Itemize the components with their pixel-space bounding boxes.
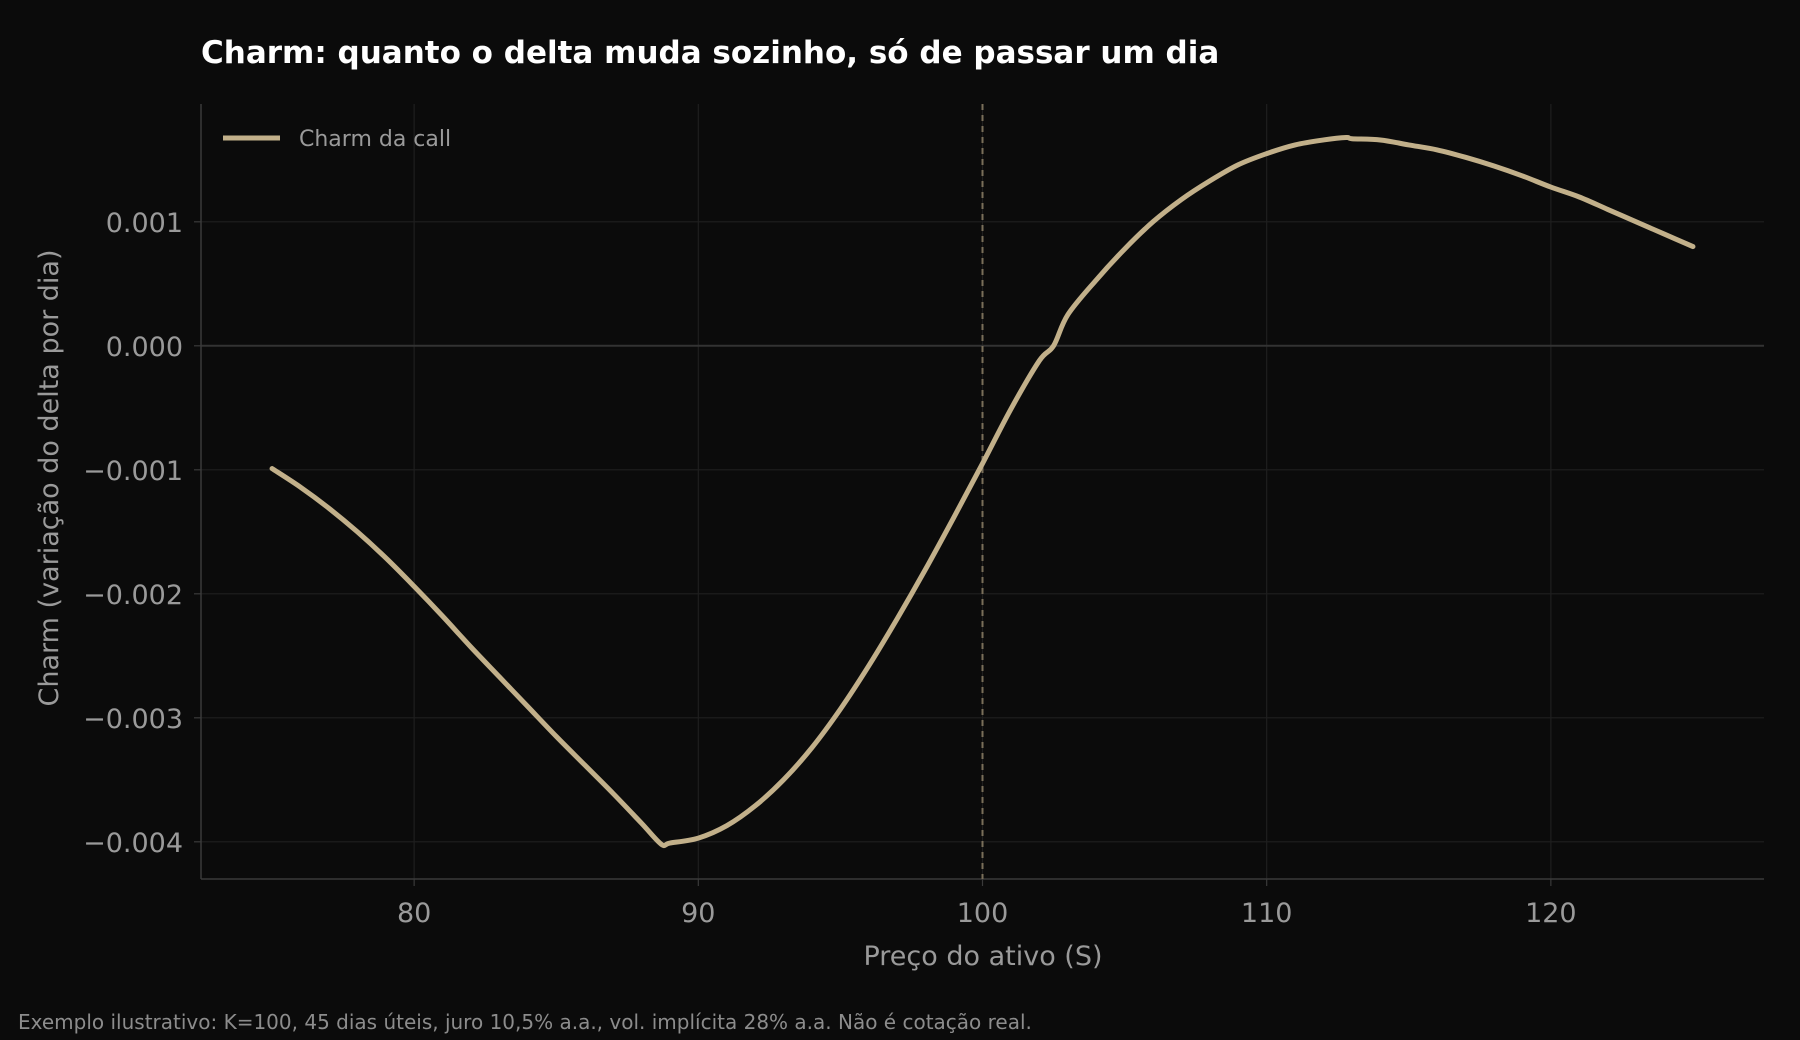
- legend: Charm da call: [223, 127, 451, 152]
- tick-label-layer: 80 90 100 110 120 0.001 0.000 −0.001 −0.002 −0.00…: [83, 208, 1577, 929]
- chart-title: Charm: quanto o delta muda sozinho, só d…: [201, 35, 1219, 71]
- y-tick-label-5: −0.004: [83, 828, 183, 859]
- series-line-charm-da-call: [269, 134, 1696, 849]
- x-tick-label-100: 100: [957, 898, 1009, 929]
- y-tick-label-4: −0.003: [83, 704, 183, 735]
- y-axis-label: Charm (variação do delta por dia): [34, 250, 65, 707]
- x-tick-label-110: 110: [1241, 898, 1293, 929]
- legend-label-charm-da-call: Charm da call: [299, 127, 451, 152]
- y-tick-label-1: 0.000: [106, 332, 183, 363]
- y-tick-label-2: −0.001: [83, 456, 183, 487]
- footnote: Exemplo ilustrativo: K=100, 45 dias útei…: [18, 1010, 1032, 1034]
- x-tick-label-120: 120: [1525, 898, 1577, 929]
- x-tick-label-90: 90: [681, 898, 715, 929]
- y-tick-label-3: −0.002: [83, 580, 183, 611]
- x-tick-label-80: 80: [397, 898, 431, 929]
- series-layer: [269, 134, 1696, 849]
- y-tick-label-0: 0.001: [106, 208, 183, 239]
- x-axis-label: Preço do ativo (S): [863, 941, 1102, 972]
